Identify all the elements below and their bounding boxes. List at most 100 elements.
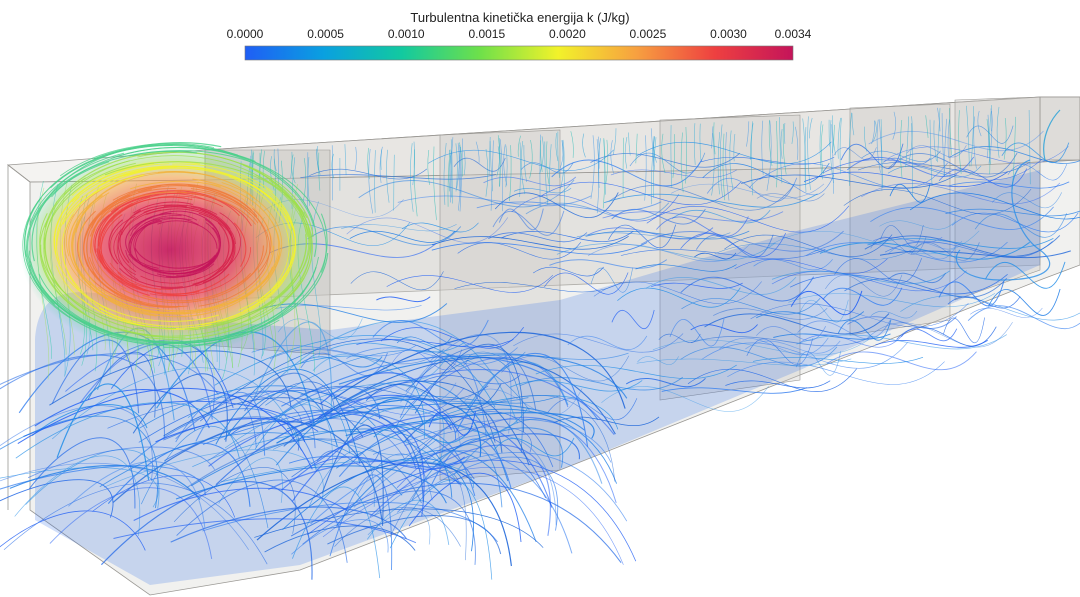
streamline bbox=[596, 139, 600, 214]
baffle-wall-2 bbox=[439, 129, 561, 481]
streamline bbox=[533, 266, 604, 277]
streamline bbox=[0, 405, 153, 482]
vortex-streamline bbox=[168, 252, 329, 344]
streamline bbox=[500, 139, 504, 212]
streamline bbox=[653, 137, 657, 198]
vortex-streamline bbox=[31, 142, 222, 262]
vortex-streamline bbox=[43, 162, 136, 315]
streamline bbox=[1001, 142, 1070, 164]
streamline bbox=[646, 205, 850, 233]
streamline bbox=[636, 358, 852, 366]
colorbar-bar bbox=[244, 45, 794, 61]
streamline bbox=[215, 368, 361, 464]
colorbar-tick-label: 0.0010 bbox=[388, 27, 425, 41]
streamline bbox=[427, 149, 430, 185]
streamline bbox=[449, 149, 453, 204]
streamline bbox=[379, 146, 383, 184]
streamline bbox=[958, 110, 962, 174]
streamline bbox=[175, 394, 257, 448]
streamline bbox=[766, 120, 772, 191]
streamline bbox=[887, 272, 947, 284]
vortex-streamline bbox=[163, 204, 218, 215]
streamline bbox=[14, 455, 141, 536]
streamline bbox=[138, 390, 431, 469]
streamline bbox=[866, 322, 1013, 348]
colorbar-tick-label: 0.0034 bbox=[775, 27, 812, 41]
streamline bbox=[625, 377, 706, 388]
vortex-streamline bbox=[228, 176, 290, 303]
streamline bbox=[804, 127, 807, 193]
streamline bbox=[782, 123, 787, 175]
streamline bbox=[176, 479, 348, 563]
streamline bbox=[910, 242, 980, 261]
streamline bbox=[1043, 109, 1061, 161]
streamline bbox=[413, 149, 418, 217]
streamline bbox=[523, 145, 527, 182]
vortex-streamline bbox=[132, 201, 193, 214]
streamline bbox=[988, 111, 993, 164]
colorbar-tick-label: 0.0030 bbox=[710, 27, 747, 41]
vortex-streamline bbox=[156, 263, 215, 278]
streamline bbox=[719, 124, 723, 198]
vortex-streamline bbox=[119, 267, 183, 288]
streamline bbox=[601, 385, 769, 412]
streamline bbox=[690, 324, 758, 334]
streamline bbox=[872, 120, 877, 142]
streamline bbox=[750, 303, 969, 328]
streamline bbox=[374, 150, 376, 213]
streamline bbox=[909, 192, 1080, 220]
streamline bbox=[389, 479, 493, 580]
streamline bbox=[888, 244, 957, 260]
streamline bbox=[900, 119, 903, 178]
streamline bbox=[401, 222, 479, 233]
streamline bbox=[503, 144, 508, 186]
streamline bbox=[393, 154, 395, 211]
streamline bbox=[779, 117, 783, 184]
streamline bbox=[938, 168, 1028, 188]
streamline bbox=[759, 162, 948, 189]
streamline bbox=[423, 375, 521, 385]
streamline bbox=[357, 453, 433, 501]
vortex-streamline bbox=[55, 196, 80, 265]
streamline bbox=[56, 383, 150, 480]
streamline bbox=[163, 416, 300, 451]
vortex-streamline bbox=[217, 277, 305, 330]
vortex-streamline bbox=[133, 204, 187, 216]
streamline bbox=[411, 444, 503, 508]
streamline bbox=[870, 206, 1054, 230]
vortex-streamline bbox=[71, 165, 295, 231]
streamline bbox=[269, 348, 445, 365]
vortex-streamline bbox=[188, 184, 252, 211]
streamline bbox=[307, 459, 637, 562]
streamline bbox=[570, 131, 574, 158]
streamline bbox=[449, 352, 629, 360]
streamline bbox=[450, 139, 453, 198]
streamline bbox=[611, 208, 706, 225]
streamline bbox=[937, 108, 941, 163]
vortex-streamline bbox=[54, 299, 257, 343]
vortex-streamline bbox=[145, 193, 311, 340]
streamline bbox=[590, 267, 633, 293]
streamline bbox=[640, 230, 844, 252]
vortex-streamline bbox=[50, 145, 315, 226]
vortex-streamline bbox=[71, 192, 122, 307]
streamline bbox=[155, 417, 306, 443]
streamline bbox=[432, 427, 564, 468]
streamline bbox=[272, 438, 438, 456]
streamline bbox=[864, 235, 1061, 257]
streamline bbox=[819, 121, 823, 180]
streamline bbox=[839, 117, 842, 174]
vortex-streamline bbox=[237, 174, 297, 269]
streamline bbox=[490, 140, 494, 211]
streamline bbox=[875, 339, 988, 348]
streamline bbox=[406, 356, 569, 409]
streamline bbox=[610, 140, 614, 174]
streamline bbox=[386, 275, 554, 293]
streamline bbox=[900, 328, 958, 342]
streamline bbox=[256, 461, 512, 567]
vortex-streamline bbox=[166, 273, 230, 295]
streamline bbox=[947, 296, 1021, 309]
streamline bbox=[309, 168, 428, 180]
vortex-streamline bbox=[140, 275, 201, 284]
